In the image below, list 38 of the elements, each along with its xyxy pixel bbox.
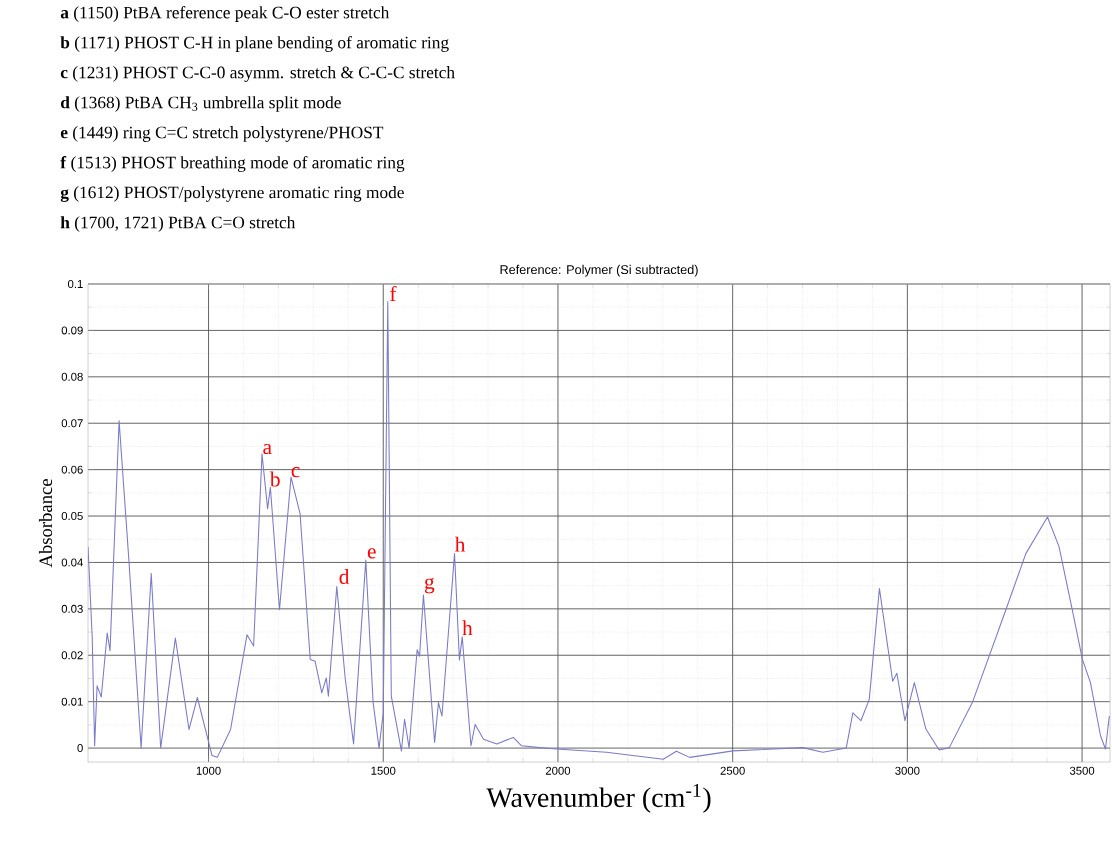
y-tick-label: 0.1	[67, 280, 83, 289]
x-tick-label: 2500	[720, 766, 745, 775]
text: f (1513) PHOST breathing mode of aromatic ring	[60, 156, 405, 173]
x-tick-label: 3000	[895, 766, 920, 775]
x-tick-label: 1000	[196, 766, 221, 775]
text: b (1171) PHOST C-H in plane bending of aromatic ring	[60, 36, 449, 53]
annotation: g	[424, 577, 435, 594]
text: h (1700, 1721) PtBA C=O stretch	[60, 216, 296, 232]
y-tick-label: 0.09	[61, 326, 83, 335]
annotation: e	[367, 548, 376, 559]
text: e (1449) ring C=C stretch polystyrene/PHOST	[60, 126, 384, 143]
annotation: h	[462, 620, 473, 636]
annotation: a	[263, 444, 272, 455]
y-tick-label: 0.04	[61, 558, 83, 567]
annotation: b	[269, 471, 280, 487]
y-tick-label: 0.06	[61, 465, 83, 474]
y-tick-label: 0.08	[61, 372, 83, 381]
y-tick-label: 0.01	[61, 697, 83, 706]
annotation: c	[291, 467, 300, 478]
x-axis-title: Wavenumber (cm$^{-1}$)	[486, 784, 711, 813]
x-tick-label: 1500	[371, 766, 396, 775]
line-series	[88, 301, 1110, 760]
x-tick-label: 3500	[1069, 766, 1095, 775]
y-tick-label: 0	[77, 744, 83, 753]
x-tick-label: 2000	[545, 766, 571, 775]
y-tick-label: 0.02	[61, 651, 83, 660]
text: g (1612) PHOST/polystyrene aromatic ring mode	[60, 186, 404, 203]
y-tick-label: 0.03	[61, 605, 83, 614]
y-tick-label: 0.07	[61, 419, 83, 428]
text: c (1231) PHOST C-C-0 asymm. stretch & C-C-C stretch	[60, 66, 455, 83]
annotation: f	[390, 286, 397, 302]
y-axis-title: Absorbance	[38, 479, 53, 568]
text: a (1150) PtBA reference peak C-O ester stretch	[60, 6, 390, 23]
annotation: h	[454, 536, 466, 552]
chart-title: Reference: Polymer (Si subtracted)	[500, 264, 698, 277]
annotation: d	[339, 569, 350, 585]
text: d (1368) PtBA CH$_{3}$ umbrella split mode	[60, 96, 341, 112]
y-tick-label: 0.05	[61, 512, 83, 521]
